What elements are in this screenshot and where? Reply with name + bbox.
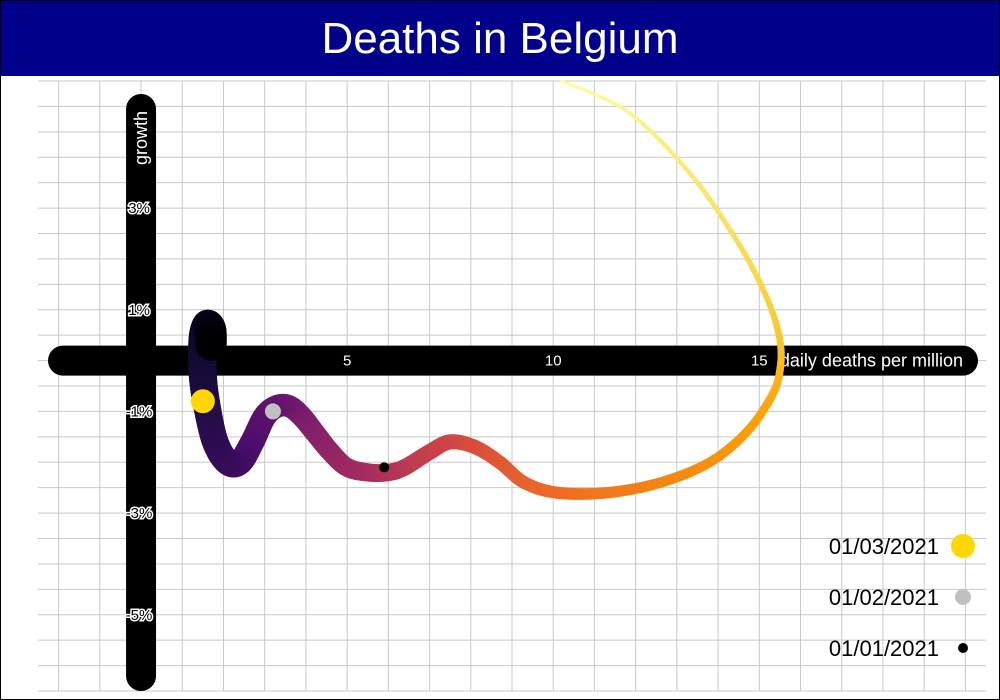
legend-marker — [955, 589, 971, 605]
date-markers — [190, 389, 390, 473]
legend-label: 01/01/2021 — [829, 636, 939, 661]
legend: 01/03/2021 01/02/2021 01/01/2021 — [829, 534, 975, 661]
x-tick-label: 15 — [751, 353, 768, 370]
x-tick-label: 5 — [343, 353, 351, 370]
y-tick-label: -1% — [126, 403, 153, 420]
y-tick-label: 3% — [128, 200, 150, 217]
legend-label: 01/02/2021 — [829, 585, 939, 610]
chart-title: Deaths in Belgium — [1, 1, 999, 76]
date-marker — [379, 462, 390, 473]
date-marker — [264, 403, 281, 420]
y-tick-label: -3% — [126, 505, 153, 522]
legend-label: 01/03/2021 — [829, 534, 939, 559]
trajectory — [188, 79, 785, 500]
y-tick-label: -5% — [126, 607, 153, 624]
y-axis-label: growth — [131, 111, 151, 165]
grid — [38, 80, 986, 692]
legend-marker — [958, 643, 968, 653]
date-marker — [190, 389, 215, 414]
x-axis-label: daily deaths per million — [780, 351, 963, 371]
legend-marker — [951, 534, 975, 558]
x-tick-label: 10 — [545, 353, 562, 370]
y-tick-label: 1% — [128, 302, 150, 319]
